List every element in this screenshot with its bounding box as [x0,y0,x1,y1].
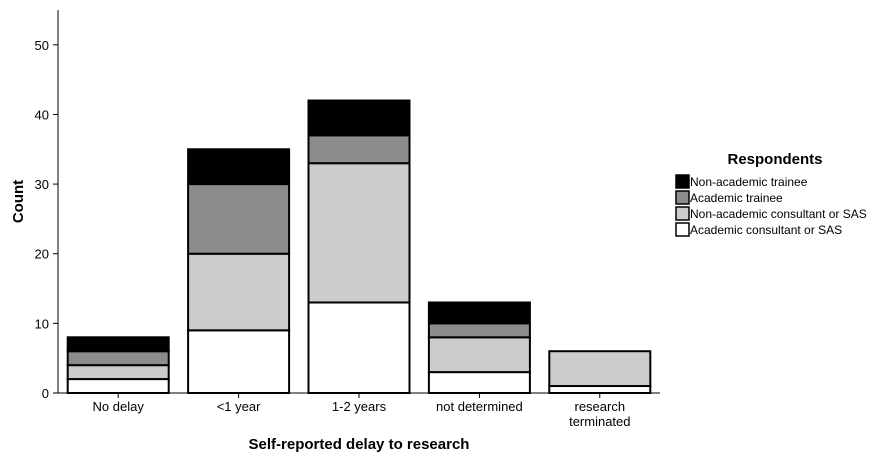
legend: Respondents Non-academic trainee Academic … [675,151,867,237]
bar-segment [66,350,170,367]
bar-segment [66,364,170,381]
bar-segment [427,336,531,374]
legend-swatch [675,206,690,221]
bar-segment [307,162,411,304]
bar-segment [427,301,531,325]
bars-group [66,99,652,395]
bar-segment [66,378,170,394]
bar-segment [187,329,291,394]
bar-segment [307,301,411,394]
bar-segment [427,322,531,339]
y-tick-label: 0 [42,386,49,401]
legend-swatch [675,174,690,189]
y-tick-label: 40 [35,107,49,122]
bar-segment [307,99,411,137]
legend-entry: Academic consultant or SAS [690,223,842,237]
bar-segment [307,134,411,165]
legend-swatch [675,190,690,205]
legend-entry: Non-academic consultant or SAS [690,207,867,221]
bar-segment [427,371,531,395]
x-tick-label: 1-2 years [332,399,387,414]
y-tick-label: 10 [35,316,49,331]
x-tick-label: research [575,399,626,414]
legend-entry: Non-academic trainee [690,175,808,189]
x-axis-title: Self-reported delay to research [249,436,470,453]
x-tick-label: No delay [93,399,145,414]
bar-segment [66,336,170,353]
x-tick-label: terminated [569,414,630,429]
bar-segment [548,350,652,388]
y-tick-label: 50 [35,38,49,53]
bar-segment [187,252,291,332]
legend-swatch [675,222,690,237]
x-tick-label: <1 year [217,399,261,414]
legend-title: Respondents [727,151,822,168]
bar-segment [187,148,291,186]
legend-entry: Academic trainee [690,191,783,205]
bar-segment [187,183,291,255]
y-tick-label: 20 [35,247,49,262]
y-axis-title: Count [10,180,27,223]
y-tick-label: 30 [35,177,49,192]
x-tick-label: not determined [436,399,523,414]
bar-segment [548,385,652,395]
axes-group: 0 10 20 30 40 50 No delay <1 year 1-2 years not d… [10,10,660,453]
